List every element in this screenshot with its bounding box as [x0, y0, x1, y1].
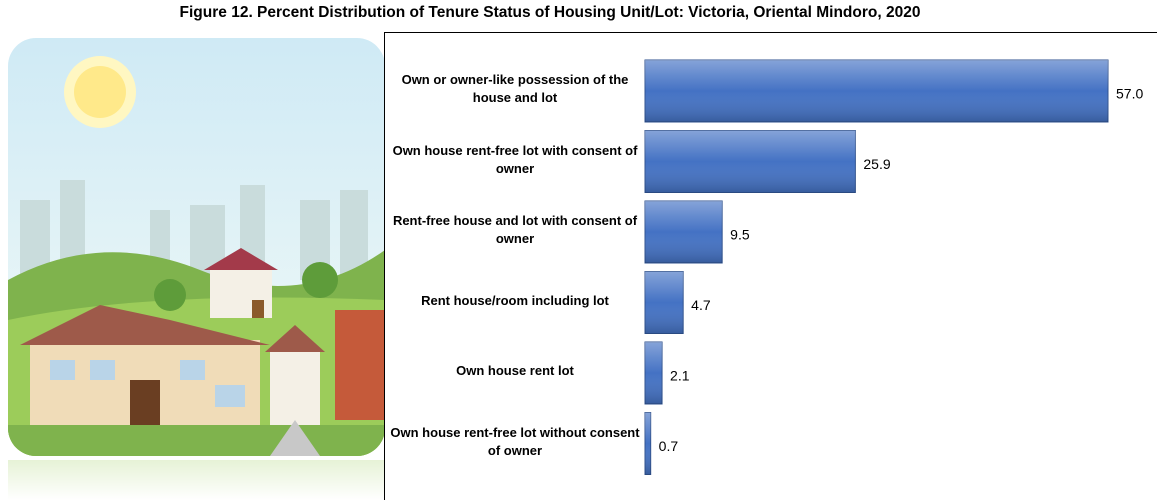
bar-shade: [645, 342, 663, 404]
illustration: [8, 38, 385, 456]
bar-shade: [645, 201, 723, 263]
chart-frame: [384, 32, 1157, 500]
bar-shade: [645, 60, 1108, 122]
category-label: Own house rent-free lot with consent of …: [392, 142, 638, 176]
chart-title: Figure 12. Percent Distribution of Tenur…: [179, 4, 921, 21]
value-label: 0.7: [659, 438, 679, 454]
value-label: 25.9: [863, 156, 890, 172]
category-label: Rent-free house and lot with consent of …: [392, 213, 638, 246]
category-label: Own house rent-free lot without consent …: [390, 424, 640, 458]
reflection: [8, 460, 385, 500]
category-label: Own house rent lot: [456, 363, 574, 378]
bar-shade: [645, 130, 856, 193]
value-label: 2.1: [670, 368, 690, 384]
value-label: 4.7: [691, 297, 711, 313]
bar-shade: [645, 271, 684, 334]
category-label: Own or owner-like possession of the hous…: [401, 72, 629, 105]
value-label: 57.0: [1116, 86, 1143, 102]
value-label: 9.5: [730, 227, 750, 243]
bar-shade: [645, 412, 651, 475]
category-label: Rent house/room including lot: [421, 292, 609, 308]
